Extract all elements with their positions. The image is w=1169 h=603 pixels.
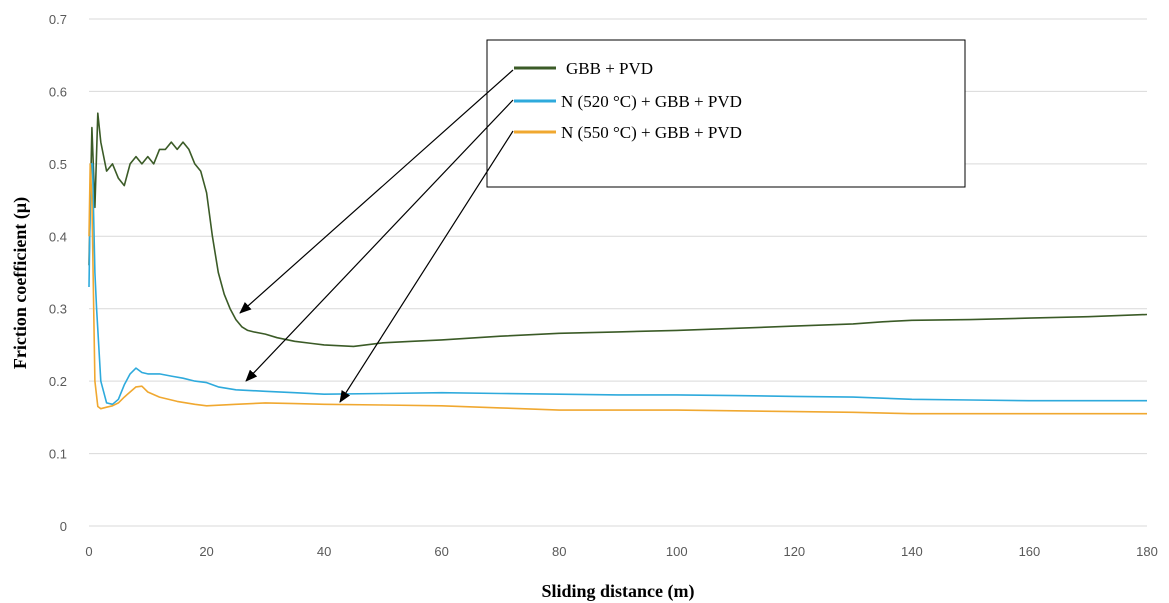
legend-box xyxy=(486,39,966,188)
x-tick-label: 20 xyxy=(199,544,213,559)
y-tick-label: 0.1 xyxy=(49,447,67,462)
x-tick-label: 180 xyxy=(1136,544,1158,559)
annotation-arrows xyxy=(239,69,514,403)
y-tick-label: 0.3 xyxy=(49,302,67,317)
y-tick-label: 0.7 xyxy=(49,12,67,27)
series-lines xyxy=(88,112,1148,415)
y-tick-label: 0.4 xyxy=(49,229,67,244)
legend: GBB + PVD N (520 °C) + GBB + PVD N (550 … xyxy=(486,39,966,188)
series-line-2 xyxy=(88,163,1147,406)
y-tick-label: 0.6 xyxy=(49,84,67,99)
x-axis-title: Sliding distance (m) xyxy=(541,581,694,602)
y-tick-label: 0 xyxy=(60,519,67,534)
arrow-n550 xyxy=(339,130,514,403)
x-tick-label: 40 xyxy=(317,544,331,559)
x-tick-label: 80 xyxy=(552,544,566,559)
x-tick-label: 160 xyxy=(1019,544,1041,559)
legend-label-2: N (520 °C) + GBB + PVD xyxy=(561,92,742,111)
y-tick-labels: 0 0.1 0.2 0.3 0.4 0.5 0.6 0.7 xyxy=(49,12,67,534)
series-line-3 xyxy=(88,163,1147,415)
x-tick-labels: 0 20 40 60 80 100 120 140 160 180 xyxy=(85,544,1157,559)
x-tick-label: 120 xyxy=(783,544,805,559)
series-line-1 xyxy=(88,112,1148,348)
arrow-gbb-pvd xyxy=(239,69,514,314)
x-tick-label: 60 xyxy=(434,544,448,559)
arrow-n520 xyxy=(245,99,514,382)
legend-label-3: N (550 °C) + GBB + PVD xyxy=(561,123,742,142)
x-tick-label: 100 xyxy=(666,544,688,559)
x-tick-label: 0 xyxy=(85,544,92,559)
y-tick-label: 0.2 xyxy=(49,374,67,389)
y-tick-label: 0.5 xyxy=(49,157,67,172)
legend-label-1: GBB + PVD xyxy=(566,59,653,78)
x-tick-label: 140 xyxy=(901,544,923,559)
y-axis-title: Friction coefficient (μ) xyxy=(10,197,31,369)
